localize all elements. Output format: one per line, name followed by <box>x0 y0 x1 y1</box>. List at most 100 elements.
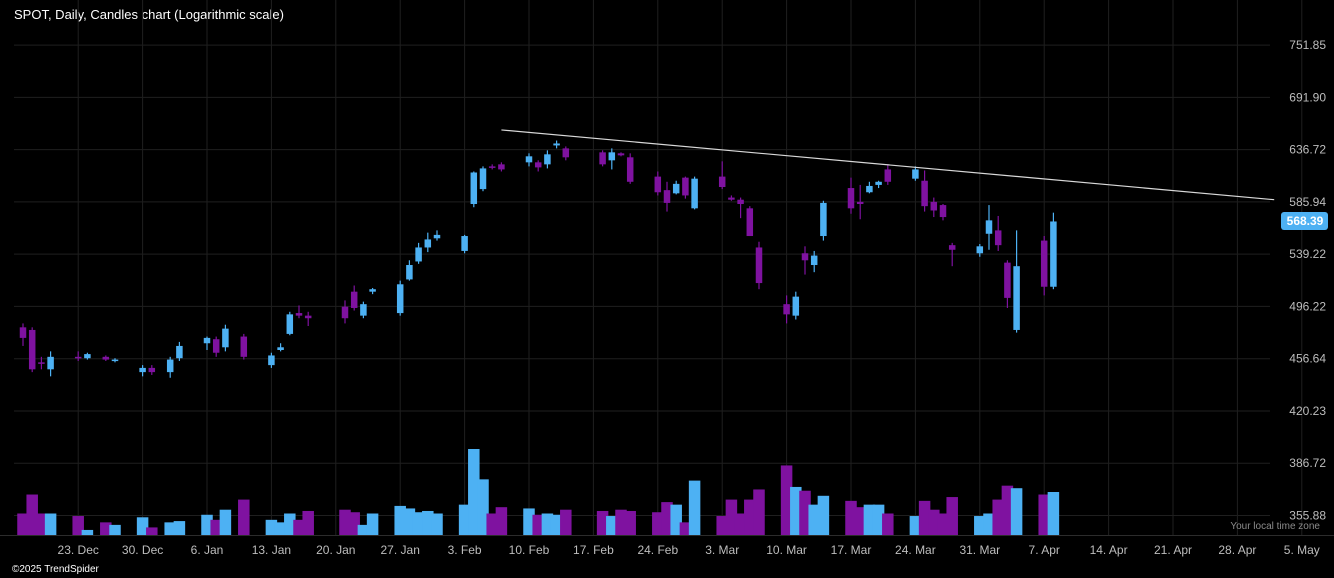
trendline-layer <box>501 129 1275 201</box>
candle-body <box>304 315 312 319</box>
candle <box>728 195 735 201</box>
x-tick-label: 6. Jan <box>191 543 224 557</box>
candle-body <box>534 162 542 168</box>
volume-bar <box>670 504 682 535</box>
candle-body <box>369 289 376 292</box>
x-tick-label: 20. Jan <box>316 543 355 557</box>
trendline[interactable] <box>501 129 1275 201</box>
volume-bar <box>412 512 425 535</box>
candle <box>295 305 303 319</box>
candle <box>1040 236 1048 296</box>
volume-bar <box>164 522 176 535</box>
volume-bar <box>550 514 563 535</box>
volume-bar <box>845 500 857 535</box>
candle <box>38 356 45 370</box>
volume-bar <box>100 522 112 535</box>
candle <box>148 365 156 375</box>
candle-body <box>1004 262 1011 298</box>
candle <box>617 152 625 157</box>
last-price-badge: 568.39 <box>1281 212 1328 231</box>
volume-bar <box>679 522 692 535</box>
candle-body <box>1013 266 1020 330</box>
candle-body <box>626 157 634 182</box>
candle <box>875 180 882 189</box>
candle <box>985 205 993 250</box>
candle <box>553 140 560 149</box>
candle-body <box>360 304 367 316</box>
candle <box>498 162 505 172</box>
candles <box>19 140 1057 378</box>
candle <box>939 203 947 221</box>
volume-bar <box>725 499 738 535</box>
candle-body <box>939 205 947 218</box>
candle-body <box>553 143 560 146</box>
y-tick-label: 585.94 <box>1289 195 1326 209</box>
candle-body <box>498 164 505 170</box>
volume-bar <box>173 521 186 535</box>
candle-body <box>930 201 938 211</box>
volume-bar <box>1047 492 1060 535</box>
volume-bar <box>458 504 471 535</box>
candle <box>1004 260 1011 308</box>
candle-body <box>866 185 873 193</box>
candle <box>406 260 413 281</box>
volume-bar <box>560 509 572 535</box>
candle-body <box>746 208 754 237</box>
volume-bar <box>284 513 296 535</box>
volume-bar <box>201 514 213 535</box>
volume-bar <box>210 519 222 535</box>
candle <box>948 242 956 267</box>
x-tick-label: 17. Mar <box>831 543 872 557</box>
candle <box>203 336 211 351</box>
volume-bar <box>431 513 443 535</box>
candle-body <box>415 247 422 262</box>
x-tick-label: 21. Apr <box>1154 543 1192 557</box>
candle-body <box>599 152 606 165</box>
copyright: ©2025 TrendSpider <box>12 564 99 575</box>
volume-bar <box>817 495 830 535</box>
candle-body <box>884 169 892 182</box>
candle-body <box>921 180 928 207</box>
volume-bar <box>17 513 29 535</box>
candle-body <box>792 296 800 316</box>
candle-body <box>801 253 809 261</box>
candle-body <box>479 168 487 190</box>
y-tick-label: 751.85 <box>1289 38 1326 52</box>
candle <box>783 295 790 324</box>
candle <box>994 215 1002 251</box>
candle <box>976 244 984 257</box>
candle <box>792 291 800 320</box>
candle-body <box>74 356 82 359</box>
candle-body <box>28 329 36 370</box>
candle-body <box>139 367 146 373</box>
volume-bar <box>348 512 360 535</box>
timezone-note: Your local time zone <box>1230 521 1320 532</box>
candle-body <box>38 362 45 364</box>
x-tick-label: 31. Mar <box>959 543 1000 557</box>
volume-bar <box>35 513 48 535</box>
volume-bar <box>808 504 820 535</box>
x-tick-label: 3. Mar <box>705 543 739 557</box>
volume-bar <box>937 513 949 535</box>
volume-bar <box>863 504 876 535</box>
candle <box>479 166 487 192</box>
x-tick-label: 13. Jan <box>252 543 291 557</box>
volume-bar <box>1010 488 1023 535</box>
candle-body <box>663 190 671 203</box>
x-tick-label: 30. Dec <box>122 543 163 557</box>
x-tick-label: 3. Feb <box>448 543 482 557</box>
volume-bar <box>946 497 958 535</box>
volume-bar <box>293 519 305 535</box>
candle-body <box>240 336 248 357</box>
candle-body <box>810 255 818 266</box>
candle <box>755 241 763 290</box>
candle <box>856 184 864 220</box>
candle-body <box>948 245 956 250</box>
candle <box>1013 230 1020 333</box>
candle <box>746 206 754 237</box>
volume-bar <box>744 499 756 535</box>
candle-body <box>84 354 91 359</box>
chart-title: SPOT, Daily, Candles chart (Logarithmic … <box>14 7 284 22</box>
candle <box>415 242 422 264</box>
